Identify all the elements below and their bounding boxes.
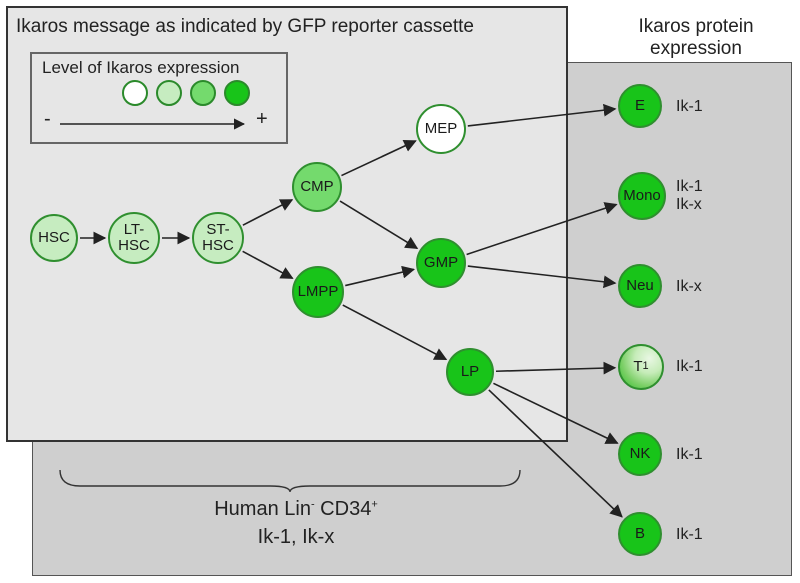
- legend-circle-2: [190, 80, 216, 106]
- node-lp: LP: [446, 348, 494, 396]
- footer-line-2: Ik-1, Ik-x: [96, 526, 496, 549]
- annotation-b: Ik-1: [676, 526, 703, 544]
- annotation-e: Ik-1: [676, 98, 703, 116]
- legend-label: Level of Ikaros expression: [42, 58, 240, 78]
- node-b: B: [618, 512, 662, 556]
- node-gmp: GMP: [416, 238, 466, 288]
- title-right: Ikaros protein expression: [616, 16, 776, 60]
- annotation-nk: Ik-1: [676, 446, 703, 464]
- legend-circle-3: [224, 80, 250, 106]
- node-mono: Mono: [618, 172, 666, 220]
- node-t: T1: [618, 344, 664, 390]
- legend-circle-1: [156, 80, 182, 106]
- legend-plus: +: [256, 108, 268, 131]
- node-cmp: CMP: [292, 162, 342, 212]
- node-sthsc: ST- HSC: [192, 212, 244, 264]
- node-e: E: [618, 84, 662, 128]
- node-neu: Neu: [618, 264, 662, 308]
- legend-circle-0: [122, 80, 148, 106]
- diagram-stage: Ikaros message as indicated by GFP repor…: [0, 0, 800, 583]
- node-lthsc: LT- HSC: [108, 212, 160, 264]
- annotation-mono: Ik-1 Ik-x: [676, 178, 703, 213]
- node-lmpp: LMPP: [292, 266, 344, 318]
- annotation-t: Ik-1: [676, 358, 703, 376]
- annotation-neu: Ik-x: [676, 278, 702, 296]
- footer-line-1: Human Lin- CD34+: [96, 498, 496, 521]
- node-hsc: HSC: [30, 214, 78, 262]
- title-left: Ikaros message as indicated by GFP repor…: [16, 16, 474, 38]
- legend-minus: -: [44, 108, 51, 131]
- node-mep: MEP: [416, 104, 466, 154]
- node-nk: NK: [618, 432, 662, 476]
